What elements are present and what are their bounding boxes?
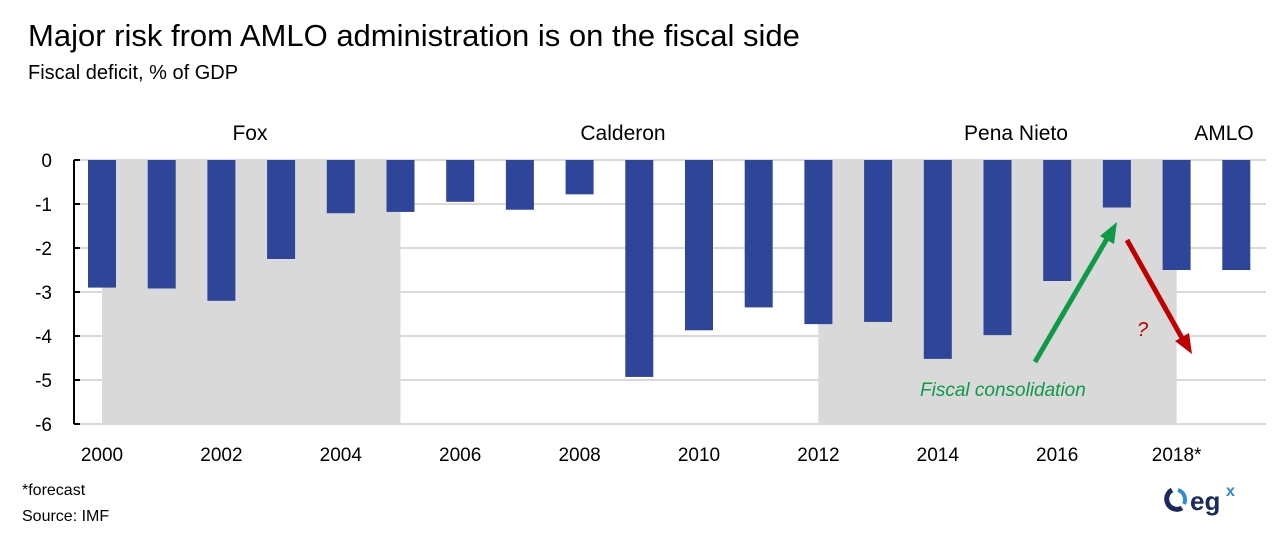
- x-tick-label: 2014: [917, 445, 960, 466]
- bar-2004: [326, 160, 355, 214]
- x-tick-label: 2006: [439, 445, 481, 466]
- bar-2009: [625, 160, 654, 377]
- bar-2005: [386, 160, 415, 212]
- y-tick-label: -1: [35, 195, 52, 216]
- x-tick-label: 2004: [320, 445, 363, 466]
- x-tick-label: 2002: [200, 445, 242, 466]
- period-label: Fox: [232, 122, 268, 145]
- x-tick-label: 2016: [1036, 445, 1078, 466]
- bar-2016: [1043, 160, 1072, 281]
- period-label: Calderon: [580, 122, 665, 145]
- bar-2008: [565, 160, 594, 195]
- period-label: AMLO: [1194, 122, 1254, 145]
- period-label: Pena Nieto: [964, 122, 1068, 145]
- bar-2010: [685, 160, 713, 331]
- annotation-fiscal-consolidation: Fiscal consolidation: [920, 380, 1086, 401]
- bar-2014: [923, 160, 952, 359]
- y-tick-label: -6: [35, 415, 52, 436]
- bar-2012: [804, 160, 833, 325]
- footnote: *forecast: [22, 482, 86, 499]
- y-tick-label: -2: [35, 239, 52, 260]
- egx-logo: eg x: [1158, 480, 1258, 525]
- y-tick-label: -3: [35, 283, 52, 304]
- source: Source: IMF: [22, 508, 110, 525]
- x-tick-label: 2018*: [1152, 445, 1202, 466]
- green-arrowhead-icon: [1100, 222, 1117, 244]
- svg-text:eg: eg: [1190, 486, 1220, 516]
- bar-2001: [147, 160, 176, 289]
- bar-2003: [267, 160, 296, 259]
- bar-2011: [744, 160, 773, 308]
- bar-2000: [88, 160, 116, 288]
- x-tick-label: 2008: [558, 445, 600, 466]
- bar-2017: [1102, 160, 1131, 208]
- chart-title: Major risk from AMLO administration is o…: [28, 18, 800, 53]
- bar-2013: [864, 160, 893, 322]
- bar-2019: [1222, 160, 1251, 270]
- bar-2006: [446, 160, 475, 202]
- bar-2002: [207, 160, 236, 301]
- y-tick-label: 0: [41, 151, 52, 172]
- bar-2007: [505, 160, 534, 210]
- bar-2018*: [1162, 160, 1191, 270]
- y-tick-label: -4: [35, 327, 52, 348]
- x-tick-label: 2010: [678, 445, 720, 466]
- chart-subtitle: Fiscal deficit, % of GDP: [28, 62, 239, 84]
- y-tick-label: -5: [35, 371, 52, 392]
- red-arrow-icon: [1124, 238, 1185, 340]
- bar-2015: [983, 160, 1012, 336]
- x-tick-label: 2000: [81, 445, 123, 466]
- green-arrow-icon: [1032, 235, 1111, 364]
- red-arrowhead-icon: [1175, 333, 1192, 354]
- svg-text:x: x: [1226, 483, 1235, 500]
- annotation-question: ?: [1137, 319, 1149, 341]
- x-tick-label: 2012: [797, 445, 839, 466]
- period-shading: [102, 162, 401, 423]
